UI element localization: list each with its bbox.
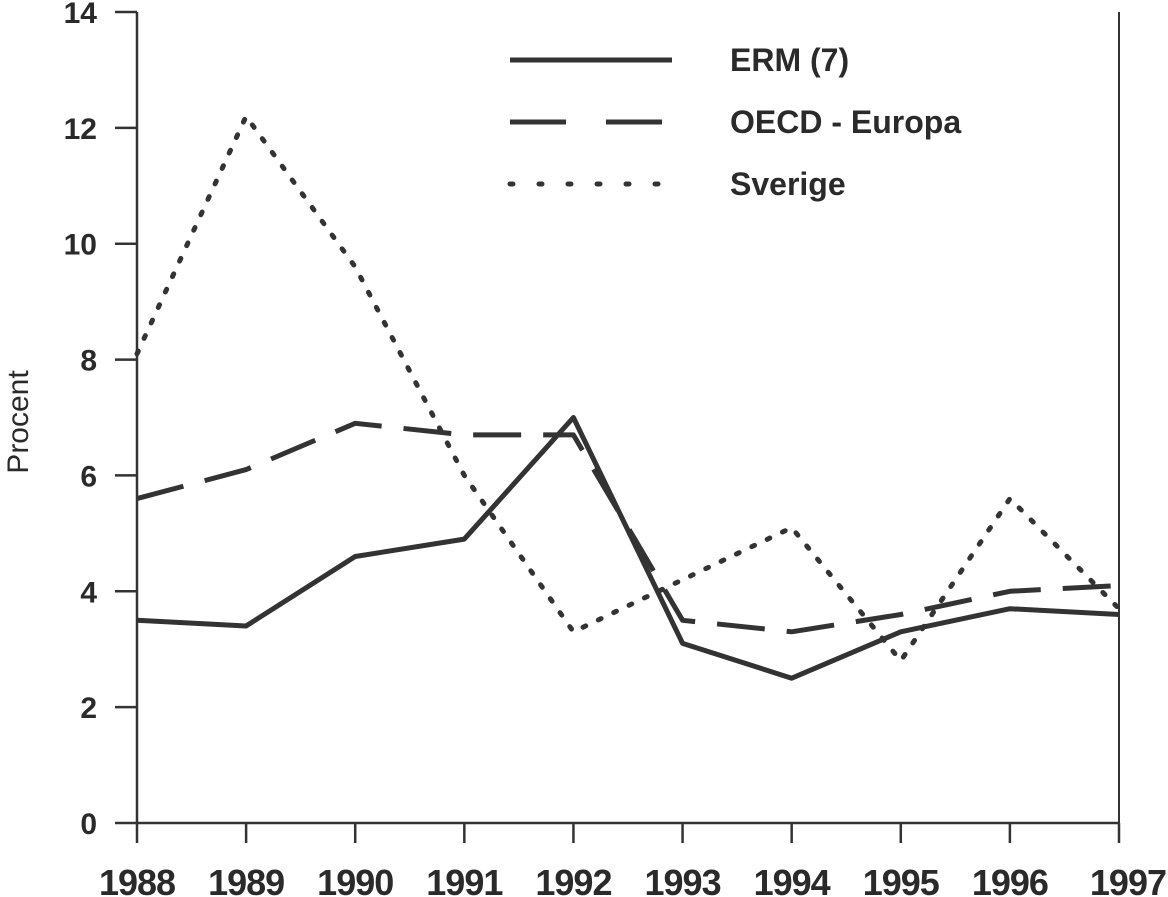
y-tick-label: 2	[80, 692, 97, 725]
y-axis-ticks: 0 2 4 6 8 10 12 14	[64, 0, 137, 841]
series-lines	[134, 113, 1122, 681]
y-tick-label: 0	[80, 808, 97, 841]
series-line-3	[134, 113, 1122, 664]
x-tick-label: 1995	[863, 862, 940, 897]
legend-label: Sverige	[730, 166, 846, 202]
x-tick-label: 1991	[426, 862, 503, 897]
x-tick-label: 1994	[754, 862, 831, 897]
series-line-1	[136, 415, 1120, 681]
x-tick-label: 1993	[645, 862, 721, 897]
y-axis-label: Procent	[2, 370, 35, 474]
x-tick-label: 1996	[972, 862, 1048, 897]
legend-label: OECD - Europa	[730, 104, 961, 140]
y-tick-label: 6	[80, 460, 97, 493]
series-line-2	[136, 420, 1120, 635]
x-tick-label: 1992	[535, 862, 611, 897]
x-tick-label: 1997	[1090, 862, 1166, 897]
y-tick-label: 14	[64, 0, 98, 30]
legend: ERM (7) OECD - Europa Sverige	[507, 42, 961, 202]
legend-label: ERM (7)	[730, 42, 849, 78]
x-tick-label: 1988	[99, 862, 175, 897]
y-tick-label: 12	[64, 113, 97, 146]
y-tick-label: 4	[80, 576, 97, 609]
y-tick-label: 10	[64, 229, 97, 262]
x-axis-ticks: 1988 1989 1990 1991 1992 1993 1994 1995 1996 1997	[99, 823, 1167, 897]
x-tick-label: 1989	[208, 862, 284, 897]
y-tick-label: 8	[80, 345, 97, 378]
x-tick-label: 1990	[317, 862, 393, 897]
axes	[135, 12, 1120, 825]
